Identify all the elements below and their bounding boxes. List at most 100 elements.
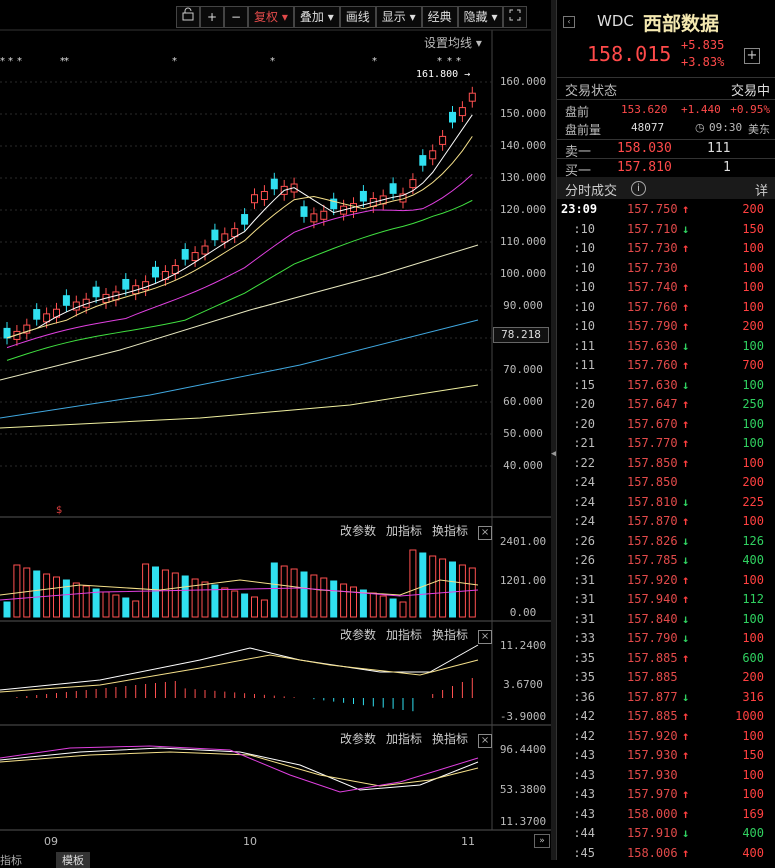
fullscreen-icon[interactable] xyxy=(503,6,528,28)
dividend-marker: $ xyxy=(56,505,62,516)
premarket-volume-label: 盘前量 xyxy=(565,123,602,137)
arrow-down-icon: ↓ xyxy=(682,494,690,509)
candle xyxy=(270,178,278,190)
overlay-dropdown[interactable]: 叠加 ▾ xyxy=(293,6,340,28)
price-tick-label: 130.000 xyxy=(499,171,547,184)
tick-price: 158.000 xyxy=(627,806,678,821)
arrow-up-icon: ↑ xyxy=(682,572,690,587)
tick-volume: 100 xyxy=(742,436,764,450)
tick-price: 157.810 xyxy=(627,494,678,509)
event-marker: * xyxy=(270,56,275,67)
candle xyxy=(260,191,268,201)
bid-label: 买一 xyxy=(565,164,592,179)
collapse-icon[interactable]: ‹ xyxy=(563,16,575,28)
switch-indicator-button[interactable]: 换指标 xyxy=(432,524,469,538)
tick-time: :24 xyxy=(573,494,595,509)
info-icon[interactable]: i xyxy=(631,181,646,196)
tick-volume: 126 xyxy=(742,533,764,548)
draw-line-button[interactable]: 画线 xyxy=(339,6,376,28)
change-params-button[interactable]: 改参数 xyxy=(340,732,377,746)
bottom-tab-indicator[interactable]: 指标 xyxy=(0,854,22,867)
close-icon[interactable]: × xyxy=(478,630,493,644)
tick-time: :44 xyxy=(573,826,595,840)
add-indicator-button[interactable]: 加指标 xyxy=(386,524,423,538)
arrow-down-icon: ↓ xyxy=(682,533,690,548)
arrow-down-icon: ↓ xyxy=(682,553,690,567)
price-change-pct: +3.83% xyxy=(681,55,725,69)
lock-icon[interactable] xyxy=(176,6,200,28)
switch-indicator-button[interactable]: 换指标 xyxy=(432,732,469,746)
collapse-arrow-icon[interactable]: ◀ xyxy=(551,449,558,459)
close-icon[interactable]: × xyxy=(478,734,493,748)
tick-time: 23:09 xyxy=(561,202,598,216)
candle xyxy=(330,198,338,210)
ma20-line xyxy=(6,173,473,349)
tick-volume: 100 xyxy=(742,260,764,275)
tick-row: :43 157.930 100 xyxy=(557,768,775,788)
tick-price: 157.790 xyxy=(627,319,678,333)
event-marker: * xyxy=(60,56,65,67)
ticks-detail-button[interactable]: 详 xyxy=(754,184,768,199)
arrow-up-icon: ↑ xyxy=(682,728,690,743)
add-indicator-button[interactable]: 加指标 xyxy=(386,732,423,746)
volume-bar xyxy=(142,563,150,618)
price-tick-label: 50.000 xyxy=(503,427,543,440)
tick-time: :43 xyxy=(573,767,595,782)
volume-tick: 2401.00 xyxy=(499,535,547,548)
ma-settings-button[interactable]: 设置均线 ▾ xyxy=(424,36,482,50)
kline-chart-area[interactable]: + − 复权 ▾ 叠加 ▾ 画线 显示 ▾ 经典 隐藏 ▾ 设置均线 ▾ * * *… xyxy=(0,0,551,868)
bottom-tab-template[interactable]: 模板 xyxy=(56,852,90,868)
tick-price: 157.877 xyxy=(627,689,678,704)
change-params-button[interactable]: 改参数 xyxy=(340,524,377,538)
fuquan-dropdown[interactable]: 复权 ▾ xyxy=(248,6,294,28)
close-icon[interactable]: × xyxy=(478,526,493,540)
tick-time: :22 xyxy=(573,455,595,470)
tick-row: :10 157.710 ↓ 150 xyxy=(557,222,775,242)
volume-bar xyxy=(280,565,288,618)
tick-volume: 150 xyxy=(742,748,764,762)
volume-tick: 0.00 xyxy=(509,606,537,619)
volume-bar xyxy=(171,572,179,618)
tick-volume: 100 xyxy=(742,611,764,626)
tick-price: 157.920 xyxy=(627,728,678,743)
tick-row: :10 157.790 ↑ 200 xyxy=(557,319,775,339)
tick-time: :10 xyxy=(573,260,595,275)
scroll-right-icon[interactable]: » xyxy=(534,834,550,848)
panel-splitter[interactable] xyxy=(551,0,556,860)
tick-row: :42 157.920 ↑ 100 xyxy=(557,729,775,749)
display-dropdown[interactable]: 显示 ▾ xyxy=(375,6,422,28)
plus-icon[interactable]: + xyxy=(744,48,760,64)
hide-dropdown[interactable]: 隐藏 ▾ xyxy=(457,6,504,28)
volume-bar xyxy=(13,564,21,618)
price-tick-label: 60.000 xyxy=(503,395,543,408)
tick-list[interactable]: 23:09 157.750 ↑ 200:10 157.710 ↓ 150:10 157.730… xyxy=(557,202,775,860)
zoom-out-button[interactable]: − xyxy=(224,6,248,28)
candle xyxy=(211,229,219,241)
tick-volume: 1000 xyxy=(735,709,764,723)
arrow-down-icon: ↓ xyxy=(682,689,690,704)
event-marker: * xyxy=(437,56,442,67)
event-marker: * xyxy=(447,56,452,67)
classic-button[interactable]: 经典 xyxy=(421,6,458,28)
zoom-in-button[interactable]: + xyxy=(200,6,224,28)
switch-indicator-button[interactable]: 换指标 xyxy=(432,628,469,642)
tick-time: :26 xyxy=(573,533,595,548)
tick-time: :31 xyxy=(573,611,595,626)
tick-price: 157.730 xyxy=(627,260,678,275)
volume-bar xyxy=(350,586,357,618)
add-indicator-button[interactable]: 加指标 xyxy=(386,628,423,642)
arrow-down-icon: ↓ xyxy=(682,221,690,236)
change-params-button[interactable]: 改参数 xyxy=(340,628,377,642)
tick-price: 157.970 xyxy=(627,787,678,801)
tick-row: :10 157.730 ↑ 100 xyxy=(557,241,775,261)
tick-volume: 100 xyxy=(742,631,764,645)
status-label: 交易状态 xyxy=(565,84,618,99)
tick-row: :31 157.920 ↑ 100 xyxy=(557,573,775,593)
tick-time: :35 xyxy=(573,650,595,665)
volume-bar xyxy=(310,574,318,618)
ma120-line xyxy=(0,319,479,419)
tick-price: 157.740 xyxy=(627,280,678,294)
tick-time: :11 xyxy=(573,338,595,353)
tick-price: 157.710 xyxy=(627,221,678,236)
candle xyxy=(3,327,11,339)
